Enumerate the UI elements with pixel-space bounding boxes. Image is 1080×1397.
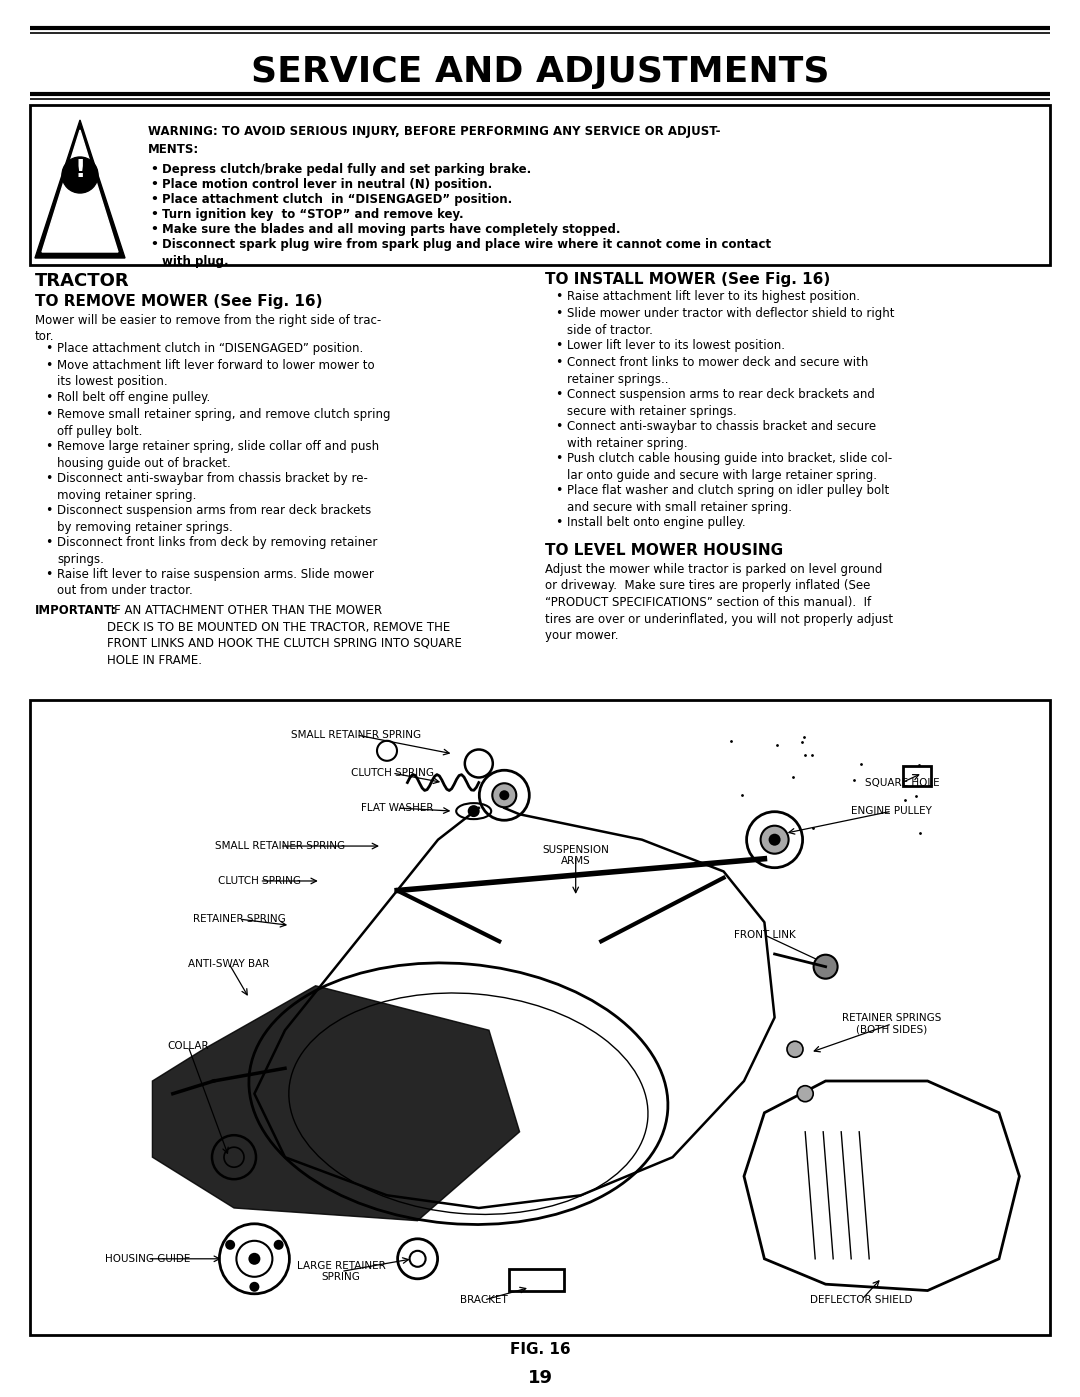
Text: LARGE RETAINER
SPRING: LARGE RETAINER SPRING <box>297 1260 386 1282</box>
Circle shape <box>760 826 788 854</box>
Text: •: • <box>555 307 563 320</box>
Circle shape <box>769 834 781 845</box>
Bar <box>30 105 1050 265</box>
Text: Connect front links to mower deck and secure with
retainer springs..: Connect front links to mower deck and se… <box>567 356 868 386</box>
Text: Mower will be easier to remove from the right side of trac-
tor.: Mower will be easier to remove from the … <box>35 314 381 344</box>
Text: •: • <box>555 339 563 352</box>
Text: BRACKET: BRACKET <box>460 1295 508 1305</box>
Circle shape <box>225 1239 235 1250</box>
Text: Remove small retainer spring, and remove clutch spring
off pulley bolt.: Remove small retainer spring, and remove… <box>57 408 391 437</box>
Text: RETAINER SPRING: RETAINER SPRING <box>192 914 285 923</box>
Text: •: • <box>150 163 158 176</box>
Text: IF AN ATTACHMENT OTHER THAN THE MOWER
DECK IS TO BE MOUNTED ON THE TRACTOR, REMO: IF AN ATTACHMENT OTHER THAN THE MOWER DE… <box>107 604 462 666</box>
Text: •: • <box>150 237 158 251</box>
Text: Slide mower under tractor with deflector shield to right
side of tractor.: Slide mower under tractor with deflector… <box>567 307 894 337</box>
Text: •: • <box>555 356 563 369</box>
Text: •: • <box>150 224 158 236</box>
Text: HOUSING GUIDE: HOUSING GUIDE <box>105 1253 190 1264</box>
Text: •: • <box>45 408 52 420</box>
Text: •: • <box>555 291 563 303</box>
Text: Install belt onto engine pulley.: Install belt onto engine pulley. <box>567 515 745 529</box>
Text: SMALL RETAINER SPRING: SMALL RETAINER SPRING <box>292 729 421 740</box>
Polygon shape <box>152 986 519 1221</box>
Text: •: • <box>555 483 563 497</box>
Text: ENGINE PULLEY: ENGINE PULLEY <box>851 806 932 816</box>
Text: Place attachment clutch  in “DISENGAGED” position.: Place attachment clutch in “DISENGAGED” … <box>162 193 512 205</box>
Text: FRONT LINK: FRONT LINK <box>733 930 795 940</box>
Text: FLAT WASHER: FLAT WASHER <box>361 803 433 813</box>
Text: TO LEVEL MOWER HOUSING: TO LEVEL MOWER HOUSING <box>545 543 783 557</box>
Text: TRACTOR: TRACTOR <box>35 272 130 291</box>
Text: CLUTCH SPRING: CLUTCH SPRING <box>351 768 433 778</box>
Text: •: • <box>45 536 52 549</box>
Circle shape <box>813 954 838 979</box>
Text: •: • <box>45 359 52 372</box>
Text: •: • <box>150 193 158 205</box>
Text: COLLAR: COLLAR <box>167 1041 208 1051</box>
Text: DEFLECTOR SHIELD: DEFLECTOR SHIELD <box>810 1295 913 1305</box>
Bar <box>903 766 931 787</box>
Circle shape <box>797 1085 813 1102</box>
Circle shape <box>468 805 480 817</box>
Text: •: • <box>45 504 52 517</box>
Text: ANTI-SWAY BAR: ANTI-SWAY BAR <box>188 958 270 968</box>
Text: Depress clutch/brake pedal fully and set parking brake.: Depress clutch/brake pedal fully and set… <box>162 163 531 176</box>
Text: TO INSTALL MOWER (See Fig. 16): TO INSTALL MOWER (See Fig. 16) <box>545 272 831 286</box>
Circle shape <box>62 156 98 193</box>
Text: •: • <box>555 453 563 465</box>
Circle shape <box>273 1239 284 1250</box>
Text: SMALL RETAINER SPRING: SMALL RETAINER SPRING <box>215 841 345 851</box>
Text: Adjust the mower while tractor is parked on level ground
or driveway.  Make sure: Adjust the mower while tractor is parked… <box>545 563 893 643</box>
Text: SQUARE HOLE: SQUARE HOLE <box>865 778 940 788</box>
Text: •: • <box>45 472 52 485</box>
Text: Raise attachment lift lever to its highest position.: Raise attachment lift lever to its highe… <box>567 291 860 303</box>
Text: SERVICE AND ADJUSTMENTS: SERVICE AND ADJUSTMENTS <box>251 54 829 89</box>
Text: Lower lift lever to its lowest position.: Lower lift lever to its lowest position. <box>567 339 785 352</box>
Bar <box>510 1268 565 1291</box>
Circle shape <box>787 1041 804 1058</box>
Text: Place attachment clutch in “DISENGAGED” position.: Place attachment clutch in “DISENGAGED” … <box>57 342 363 355</box>
Text: •: • <box>45 569 52 581</box>
Text: !: ! <box>75 158 85 182</box>
Text: Turn ignition key  to “STOP” and remove key.: Turn ignition key to “STOP” and remove k… <box>162 208 463 221</box>
Text: Place flat washer and clutch spring on idler pulley bolt
and secure with small r: Place flat washer and clutch spring on i… <box>567 483 889 514</box>
Circle shape <box>499 791 510 800</box>
Text: •: • <box>45 342 52 355</box>
Text: Place motion control lever in neutral (N) position.: Place motion control lever in neutral (N… <box>162 177 492 191</box>
Text: •: • <box>555 388 563 401</box>
Text: Raise lift lever to raise suspension arms. Slide mower
out from under tractor.: Raise lift lever to raise suspension arm… <box>57 569 374 598</box>
Text: Make sure the blades and all moving parts have completely stopped.: Make sure the blades and all moving part… <box>162 224 621 236</box>
Text: CLUTCH SPRING: CLUTCH SPRING <box>218 876 301 886</box>
Circle shape <box>249 1282 259 1292</box>
Text: Move attachment lift lever forward to lower mower to
its lowest position.: Move attachment lift lever forward to lo… <box>57 359 375 388</box>
Text: Disconnect front links from deck by removing retainer
springs.: Disconnect front links from deck by remo… <box>57 536 377 566</box>
Text: •: • <box>45 440 52 453</box>
Text: Disconnect suspension arms from rear deck brackets
by removing retainer springs.: Disconnect suspension arms from rear dec… <box>57 504 372 534</box>
Text: RETAINER SPRINGS
(BOTH SIDES): RETAINER SPRINGS (BOTH SIDES) <box>842 1013 942 1035</box>
Text: WARNING: TO AVOID SERIOUS INJURY, BEFORE PERFORMING ANY SERVICE OR ADJUST-
MENTS: WARNING: TO AVOID SERIOUS INJURY, BEFORE… <box>148 124 720 156</box>
Text: IMPORTANT:: IMPORTANT: <box>35 604 117 617</box>
Text: 19: 19 <box>527 1369 553 1387</box>
Polygon shape <box>35 120 125 258</box>
Text: Remove large retainer spring, slide collar off and push
housing guide out of bra: Remove large retainer spring, slide coll… <box>57 440 379 469</box>
Text: •: • <box>150 208 158 221</box>
Text: •: • <box>555 515 563 529</box>
Text: TO REMOVE MOWER (See Fig. 16): TO REMOVE MOWER (See Fig. 16) <box>35 293 323 309</box>
Circle shape <box>248 1253 260 1264</box>
Circle shape <box>492 784 516 807</box>
Text: Push clutch cable housing guide into bracket, slide col-
lar onto guide and secu: Push clutch cable housing guide into bra… <box>567 453 892 482</box>
Text: SUSPENSION
ARMS: SUSPENSION ARMS <box>542 845 609 866</box>
Text: FIG. 16: FIG. 16 <box>510 1343 570 1358</box>
Text: Roll belt off engine pulley.: Roll belt off engine pulley. <box>57 391 211 404</box>
Text: Connect anti-swaybar to chassis bracket and secure
with retainer spring.: Connect anti-swaybar to chassis bracket … <box>567 420 876 450</box>
Text: •: • <box>45 391 52 404</box>
Polygon shape <box>42 130 118 251</box>
Bar <box>30 700 1050 1336</box>
Text: Disconnect anti-swaybar from chassis bracket by re-
moving retainer spring.: Disconnect anti-swaybar from chassis bra… <box>57 472 368 502</box>
Text: Connect suspension arms to rear deck brackets and
secure with retainer springs.: Connect suspension arms to rear deck bra… <box>567 388 875 418</box>
Text: •: • <box>150 177 158 191</box>
Text: Disconnect spark plug wire from spark plug and place wire where it cannot come i: Disconnect spark plug wire from spark pl… <box>162 237 771 268</box>
Text: •: • <box>555 420 563 433</box>
